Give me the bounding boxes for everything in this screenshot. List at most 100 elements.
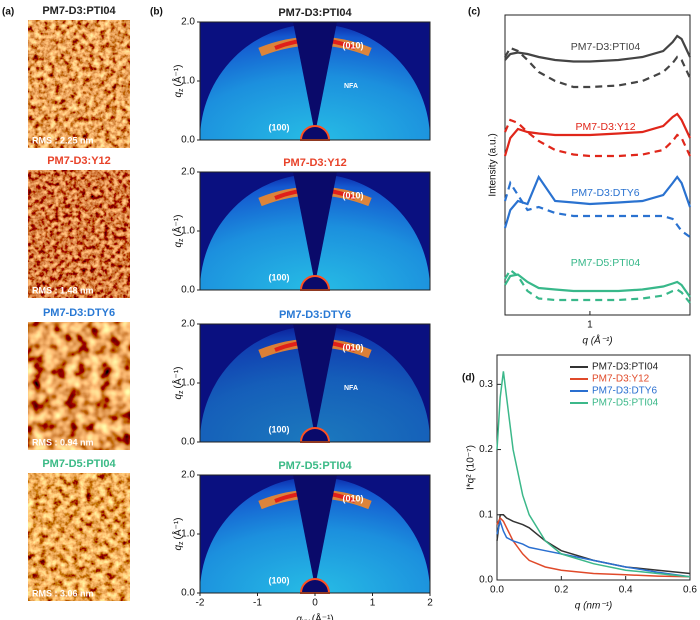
panel-title: PM7-D3:PTI04 [278, 7, 352, 19]
series-line [496, 518, 691, 578]
y-axis-label-part: z [178, 88, 185, 92]
series-line [503, 112, 691, 157]
beamstop [299, 427, 331, 443]
panel-title: PM7-D5:PTI04 [278, 460, 352, 472]
rms-label: RMS : 2.25 nm [32, 135, 94, 145]
image-title: PM7-D3:DTY6 [43, 307, 115, 319]
y-axis-label-part: (Å⁻¹) [171, 214, 184, 236]
beamstop [299, 578, 331, 594]
x-tick-label: 0.4 [619, 585, 633, 596]
peak-label: (010) [342, 40, 363, 50]
x-tick-label: 1 [587, 320, 593, 331]
y-axis-label-part: z [178, 238, 185, 242]
afm-image [28, 322, 130, 450]
y-tick-label: 0.2 [479, 444, 493, 455]
plot-frame [496, 354, 691, 581]
plot-frame [504, 14, 691, 316]
afm-image [28, 20, 130, 148]
panel-label: (a) [2, 7, 14, 18]
y-axis-label-part: q [173, 394, 184, 400]
y-axis-label-part: (Å⁻¹) [171, 366, 184, 388]
series-line [503, 118, 691, 158]
y-axis-label-part: (Å⁻¹) [171, 64, 184, 86]
y-axis-label-part: q [173, 92, 184, 98]
x-tick-label: 0 [312, 598, 318, 609]
x-axis-label-part: q [296, 614, 302, 620]
wedge [293, 22, 337, 134]
x-axis-label-part: xy [302, 617, 310, 620]
series-line [504, 268, 691, 304]
y-axis-label-part: z [178, 390, 185, 394]
peak-label: (010) [342, 342, 363, 352]
x-axis-label: q (nm⁻¹) [575, 601, 613, 612]
peak-label: (010) [342, 493, 363, 503]
x-tick-label: 0.0 [490, 585, 504, 596]
x-tick-label: 2 [427, 598, 433, 609]
legend-label: PM7-D3:DTY6 [592, 386, 657, 397]
panel-title: PM7-D3:DTY6 [279, 309, 351, 321]
series-line [504, 273, 691, 298]
afm-image [28, 170, 130, 298]
y-axis-label: qz (Å⁻¹) [171, 517, 185, 550]
beamstop [299, 275, 331, 291]
y-tick-label: 0.0 [181, 588, 195, 599]
y-tick-label: 1.0 [181, 76, 195, 87]
y-axis-label-part: z [178, 541, 185, 545]
curve-label: PM7-D5:PTI04 [571, 257, 641, 269]
series-line [496, 514, 691, 575]
panel-label: (c) [468, 7, 480, 18]
wedge [293, 475, 337, 587]
y-axis-label: I*q² (10⁻⁷) [466, 445, 477, 490]
series-line [503, 180, 691, 238]
legend-label: PM7-D5:PTI04 [592, 398, 659, 409]
rms-label: RMS : 0.94 nm [32, 437, 94, 447]
x-axis-label-part: (Å⁻¹) [312, 612, 334, 620]
beamstop [299, 125, 331, 141]
x-tick-label: 0.2 [554, 585, 568, 596]
y-tick-label: 2.0 [181, 167, 195, 178]
x-axis-label: q (Å⁻¹) [582, 334, 612, 347]
curve-label: PM7-D3:Y12 [575, 121, 635, 133]
x-tick-label: -1 [253, 598, 262, 609]
peak-label: (100) [268, 272, 289, 282]
y-axis-label-part: (Å⁻¹) [171, 517, 184, 539]
x-tick-label: 1 [370, 598, 376, 609]
y-axis-label: qz (Å⁻¹) [171, 366, 185, 399]
panel-title: PM7-D3:Y12 [283, 157, 347, 169]
peak-label: (100) [268, 424, 289, 434]
panel-label: (d) [462, 373, 475, 384]
peak-label: NFA [344, 385, 358, 392]
legend-label: PM7-D3:Y12 [592, 374, 650, 385]
y-axis-label-part: q [173, 545, 184, 551]
y-tick-label: 0.0 [181, 135, 195, 146]
y-axis-label: qz (Å⁻¹) [171, 64, 185, 97]
x-tick-label: 0.6 [683, 585, 697, 596]
y-tick-label: 0.3 [479, 379, 493, 390]
y-tick-label: 1.0 [181, 529, 195, 540]
series-line [504, 34, 691, 63]
y-tick-label: 2.0 [181, 17, 195, 28]
x-axis-label: qxy(Å⁻¹) [296, 612, 334, 620]
peak-label: NFA [344, 83, 358, 90]
curve-label: PM7-D3:PTI04 [571, 41, 641, 53]
series-line [496, 516, 691, 578]
y-tick-label: 0.0 [479, 575, 493, 586]
peak-label: (010) [342, 190, 363, 200]
peak-label: (100) [268, 575, 289, 585]
x-tick-label: -2 [196, 598, 205, 609]
y-axis-label-part: q [173, 242, 184, 248]
wedge [293, 324, 337, 436]
y-tick-label: 1.0 [181, 378, 195, 389]
image-title: PM7-D5:PTI04 [42, 458, 116, 470]
series-line [504, 46, 691, 89]
y-tick-label: 0.1 [479, 509, 493, 520]
y-tick-label: 1.0 [181, 226, 195, 237]
wedge [293, 172, 337, 284]
y-tick-label: 2.0 [181, 319, 195, 330]
y-tick-label: 0.0 [181, 285, 195, 296]
panel-label: (b) [150, 7, 163, 18]
y-axis-label: qz (Å⁻¹) [171, 214, 185, 247]
y-tick-label: 2.0 [181, 470, 195, 481]
y-tick-label: 0.0 [181, 437, 195, 448]
